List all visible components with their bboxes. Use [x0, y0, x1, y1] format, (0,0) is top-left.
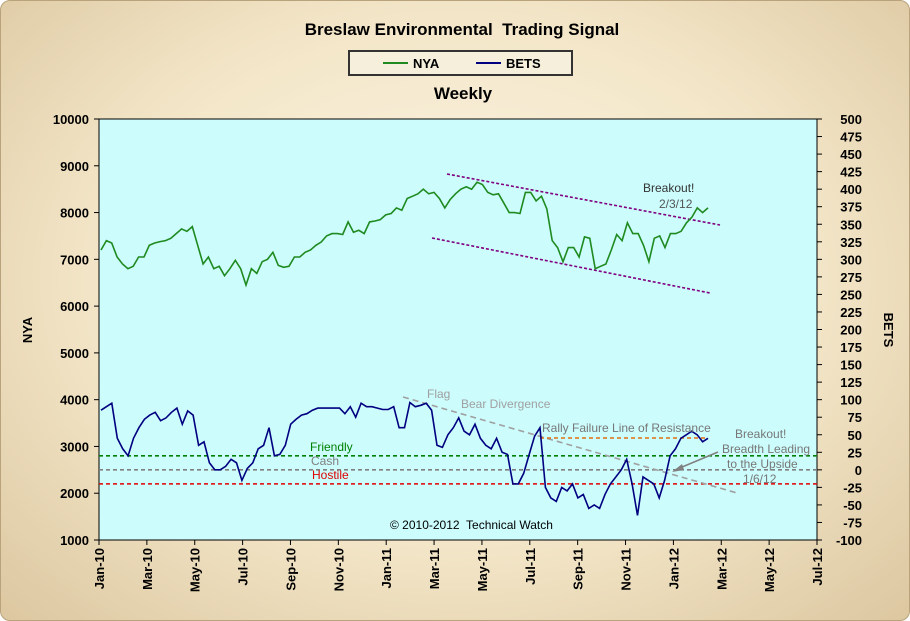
channel-lower-line — [431, 237, 711, 294]
reference-label-hostile: Hostile — [312, 468, 349, 482]
annotation-flag: Flag — [427, 387, 450, 401]
y-right-tick-label: 375 — [840, 200, 862, 215]
y-axis-right: 5004754504254003753503253002752502252001… — [817, 112, 862, 548]
annotation-breadth-date: 1/6/12 — [743, 472, 777, 486]
x-tick-label: May-12 — [762, 548, 777, 592]
channel-upper-line — [446, 173, 721, 226]
chart-title: Breslaw Environmental Trading Signal — [305, 20, 620, 39]
y-left-tick-label: 6000 — [60, 299, 89, 314]
plot-area — [98, 118, 818, 541]
y-right-tick-label: 500 — [840, 112, 862, 127]
y-right-tick-label: 175 — [840, 340, 862, 355]
y-left-tick-label: 3000 — [60, 439, 89, 454]
bear-divergence-line — [402, 396, 738, 494]
y-left-tick-label: 2000 — [60, 486, 89, 501]
y-right-tick-label: 325 — [840, 235, 862, 250]
y-right-tick-label: 75 — [848, 410, 862, 425]
y-right-tick-label: 475 — [840, 130, 862, 145]
y-right-tick-label: 275 — [840, 270, 862, 285]
x-axis: Jan-10 Mar-10 May-10 Jul-10 Sep-10 Nov-10 Jan-… — [92, 540, 825, 592]
annotation-to-the-upside: to the Upside — [727, 457, 798, 471]
y-left-tick-label: 4000 — [60, 393, 89, 408]
y-left-tick-label: 7000 — [60, 252, 89, 267]
x-tick-label: Jan-11 — [379, 548, 394, 588]
legend-label-nya: NYA — [413, 56, 440, 71]
y-right-tick-label: 450 — [840, 147, 862, 162]
y-right-tick-label: 50 — [848, 428, 862, 443]
x-tick-label: Jul-12 — [810, 548, 825, 586]
y-axis-right-title: BETS — [881, 313, 896, 348]
y-axis-left: 10000 9000 8000 7000 6000 5000 4000 3000 2000 100… — [53, 112, 99, 548]
x-tick-label: May-11 — [475, 548, 490, 591]
x-tick-label: Jul-10 — [236, 548, 251, 586]
y-left-tick-label: 9000 — [60, 159, 89, 174]
y-right-tick-label: 225 — [840, 305, 862, 320]
annotation-rally-failure: Rally Failure Line of Resistance — [542, 421, 711, 435]
y-right-tick-label: 0 — [855, 463, 862, 478]
x-tick-label: Nov-10 — [331, 548, 346, 591]
x-tick-label: Mar-12 — [714, 548, 729, 590]
x-tick-label: Sep-11 — [571, 548, 586, 590]
annotation-bear-divergence: Bear Divergence — [461, 397, 551, 411]
x-tick-label: Jul-11 — [523, 548, 538, 585]
y-right-tick-label: -75 — [843, 515, 862, 530]
copyright-text: © 2010-2012 Technical Watch — [390, 518, 553, 532]
x-tick-label: Sep-10 — [283, 548, 298, 591]
x-tick-label: Jan-10 — [92, 548, 107, 589]
y-right-tick-label: 400 — [840, 182, 862, 197]
y-right-tick-label: -25 — [843, 480, 862, 495]
x-tick-label: Mar-10 — [140, 548, 155, 590]
legend: NYA BETS — [348, 50, 573, 76]
y-left-tick-label: 8000 — [60, 206, 89, 221]
y-right-tick-label: -100 — [836, 533, 862, 548]
annotation-breakout-nya: Breakout! — [643, 181, 694, 195]
y-left-tick-label: 5000 — [60, 346, 89, 361]
y-right-tick-label: 200 — [840, 323, 862, 338]
x-tick-label: May-10 — [188, 548, 203, 592]
x-tick-label: Mar-11 — [427, 548, 442, 589]
breadth-arrow-head — [672, 464, 684, 472]
y-right-tick-label: 425 — [840, 165, 862, 180]
legend-label-bets: BETS — [506, 56, 541, 71]
y-left-tick-label: 1000 — [60, 533, 89, 548]
x-tick-label: Jan-12 — [666, 548, 681, 589]
trend-channel — [402, 173, 738, 494]
y-right-tick-label: 350 — [840, 217, 862, 232]
annotation-breadth-leading: Breadth Leading — [722, 442, 810, 456]
reference-label-friendly: Friendly — [310, 440, 353, 454]
y-right-tick-label: 250 — [840, 287, 862, 302]
reference-label-cash: Cash — [311, 454, 339, 468]
chart-subtitle: Weekly — [434, 84, 493, 103]
y-axis-left-title: NYA — [20, 316, 35, 343]
y-right-tick-label: 150 — [840, 358, 862, 373]
y-left-tick-label: 10000 — [53, 112, 89, 127]
series-bets-line — [100, 401, 709, 516]
y-right-tick-label: 100 — [840, 393, 862, 408]
series-nya-line — [100, 181, 709, 288]
annotation-breakout-nya-date: 2/3/12 — [659, 197, 693, 211]
y-right-tick-label: -50 — [843, 498, 862, 513]
y-right-tick-label: 300 — [840, 252, 862, 267]
y-right-tick-label: 125 — [840, 375, 862, 390]
annotation-breakout-bets: Breakout! — [735, 427, 786, 441]
y-right-tick-label: 25 — [848, 445, 862, 460]
x-tick-label: Nov-11 — [619, 548, 634, 591]
